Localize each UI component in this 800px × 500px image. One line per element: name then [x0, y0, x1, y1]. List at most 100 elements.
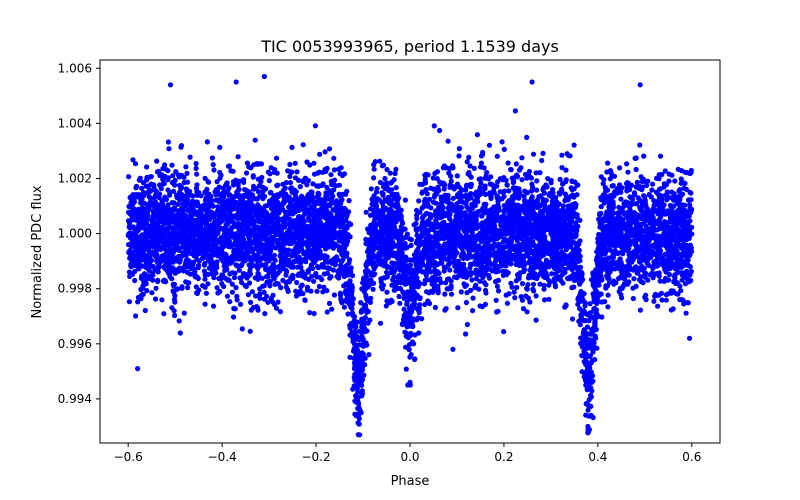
data-point — [527, 299, 533, 305]
data-point — [236, 267, 242, 273]
data-point — [522, 188, 528, 194]
data-point — [685, 197, 692, 203]
data-point — [184, 170, 190, 176]
data-point — [598, 195, 604, 201]
data-point — [271, 276, 277, 282]
data-point — [582, 303, 588, 309]
data-point — [135, 299, 141, 305]
data-point — [528, 264, 534, 270]
data-point — [651, 298, 657, 304]
data-point — [217, 144, 223, 150]
data-point — [242, 187, 248, 193]
data-point — [504, 300, 510, 306]
data-point — [133, 313, 139, 319]
data-point — [130, 157, 136, 163]
data-point — [304, 287, 310, 293]
data-point — [224, 180, 230, 186]
data-point — [202, 276, 208, 282]
data-point — [602, 299, 608, 305]
data-point — [377, 158, 383, 164]
data-point — [524, 286, 530, 292]
data-point — [662, 168, 668, 174]
data-point — [401, 306, 407, 312]
data-point — [393, 166, 399, 172]
data-point — [630, 295, 636, 302]
data-point — [272, 281, 278, 287]
data-point — [214, 179, 220, 185]
data-point — [275, 182, 281, 188]
data-point — [506, 188, 512, 194]
data-point — [667, 202, 674, 209]
data-point — [414, 232, 420, 238]
data-point — [389, 187, 395, 193]
data-point — [246, 280, 253, 286]
data-point — [514, 174, 520, 180]
data-point — [600, 181, 606, 187]
data-point — [210, 303, 217, 309]
data-point — [320, 289, 326, 295]
chart-title: TIC 0053993965, period 1.1539 days — [260, 37, 559, 56]
data-point — [620, 283, 626, 289]
data-point — [307, 310, 313, 316]
data-point — [414, 207, 420, 213]
data-point — [300, 142, 306, 148]
data-point — [397, 300, 403, 306]
data-point — [542, 297, 548, 303]
data-point — [631, 190, 638, 196]
data-point — [380, 191, 386, 197]
data-point — [519, 281, 526, 287]
data-point — [258, 184, 264, 190]
data-point — [650, 181, 656, 187]
data-point — [293, 230, 299, 236]
data-point — [563, 167, 569, 173]
data-point — [387, 170, 393, 176]
data-point — [494, 283, 500, 289]
data-point — [430, 289, 436, 295]
data-point — [393, 185, 399, 191]
data-point — [657, 278, 663, 284]
data-point — [263, 261, 269, 268]
data-point — [299, 282, 305, 288]
data-point — [236, 178, 242, 184]
data-point — [363, 209, 369, 215]
data-point — [265, 299, 271, 305]
data-point — [450, 346, 456, 352]
data-point — [540, 150, 546, 156]
data-point — [448, 291, 455, 297]
data-point — [635, 269, 641, 275]
data-point — [280, 277, 286, 283]
data-point — [530, 151, 537, 157]
data-point — [598, 204, 604, 210]
data-point — [685, 222, 691, 228]
data-point — [456, 153, 462, 159]
data-point — [233, 285, 239, 291]
data-point — [478, 160, 484, 166]
data-point — [419, 234, 425, 240]
data-point — [133, 185, 139, 191]
data-point — [235, 154, 241, 160]
data-point — [345, 311, 351, 317]
data-point — [434, 169, 441, 175]
data-point — [304, 182, 310, 188]
data-point — [417, 181, 423, 187]
data-point — [470, 295, 476, 301]
data-point — [399, 218, 405, 224]
data-point — [153, 285, 159, 291]
data-point — [675, 166, 681, 172]
data-point — [194, 171, 200, 177]
data-point — [454, 181, 461, 187]
data-point — [366, 352, 372, 358]
data-point — [656, 172, 662, 178]
data-point — [322, 149, 328, 155]
data-point — [147, 194, 153, 200]
data-point — [170, 259, 176, 265]
data-point — [385, 254, 392, 260]
data-point — [287, 180, 293, 186]
data-point — [571, 284, 577, 290]
data-point — [383, 303, 389, 309]
data-point — [402, 197, 408, 203]
data-point — [559, 165, 565, 171]
data-point — [314, 274, 320, 280]
data-point — [592, 357, 598, 363]
data-point — [659, 297, 665, 303]
